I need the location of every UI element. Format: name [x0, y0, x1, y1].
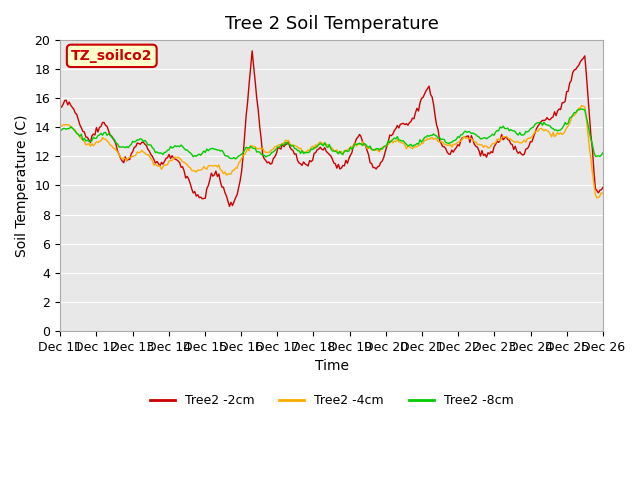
Tree2 -8cm: [295, 148, 303, 154]
Tree2 -4cm: [593, 195, 601, 201]
Tree2 -4cm: [245, 148, 253, 154]
Y-axis label: Soil Temperature (C): Soil Temperature (C): [15, 114, 29, 257]
Tree2 -8cm: [123, 144, 131, 149]
Tree2 -2cm: [226, 204, 234, 209]
Tree2 -8cm: [218, 147, 226, 153]
Tree2 -2cm: [599, 184, 607, 190]
Tree2 -2cm: [297, 161, 305, 167]
Tree2 -4cm: [218, 168, 226, 174]
Tree2 -8cm: [237, 151, 245, 157]
Tree2 -4cm: [123, 158, 131, 164]
Text: TZ_soilco2: TZ_soilco2: [71, 49, 152, 63]
Tree2 -2cm: [123, 158, 131, 164]
Line: Tree2 -2cm: Tree2 -2cm: [60, 51, 603, 206]
Tree2 -2cm: [237, 168, 245, 174]
Line: Tree2 -4cm: Tree2 -4cm: [60, 106, 603, 198]
Tree2 -8cm: [56, 128, 64, 133]
Tree2 -2cm: [56, 104, 64, 110]
Tree2 -4cm: [294, 144, 301, 150]
Title: Tree 2 Soil Temperature: Tree 2 Soil Temperature: [225, 15, 438, 33]
X-axis label: Time: Time: [314, 359, 349, 373]
Tree2 -4cm: [599, 191, 607, 196]
Tree2 -8cm: [232, 156, 239, 162]
Tree2 -8cm: [599, 150, 607, 156]
Tree2 -8cm: [247, 144, 255, 149]
Tree2 -4cm: [236, 158, 244, 164]
Tree2 -4cm: [56, 124, 64, 130]
Line: Tree2 -8cm: Tree2 -8cm: [60, 109, 603, 159]
Tree2 -2cm: [247, 64, 255, 70]
Tree2 -4cm: [569, 113, 577, 119]
Tree2 -8cm: [578, 106, 586, 112]
Tree2 -2cm: [248, 48, 256, 54]
Tree2 -4cm: [578, 103, 586, 108]
Tree2 -8cm: [570, 110, 578, 116]
Tree2 -2cm: [218, 184, 226, 190]
Tree2 -2cm: [572, 67, 580, 72]
Legend: Tree2 -2cm, Tree2 -4cm, Tree2 -8cm: Tree2 -2cm, Tree2 -4cm, Tree2 -8cm: [145, 389, 518, 412]
